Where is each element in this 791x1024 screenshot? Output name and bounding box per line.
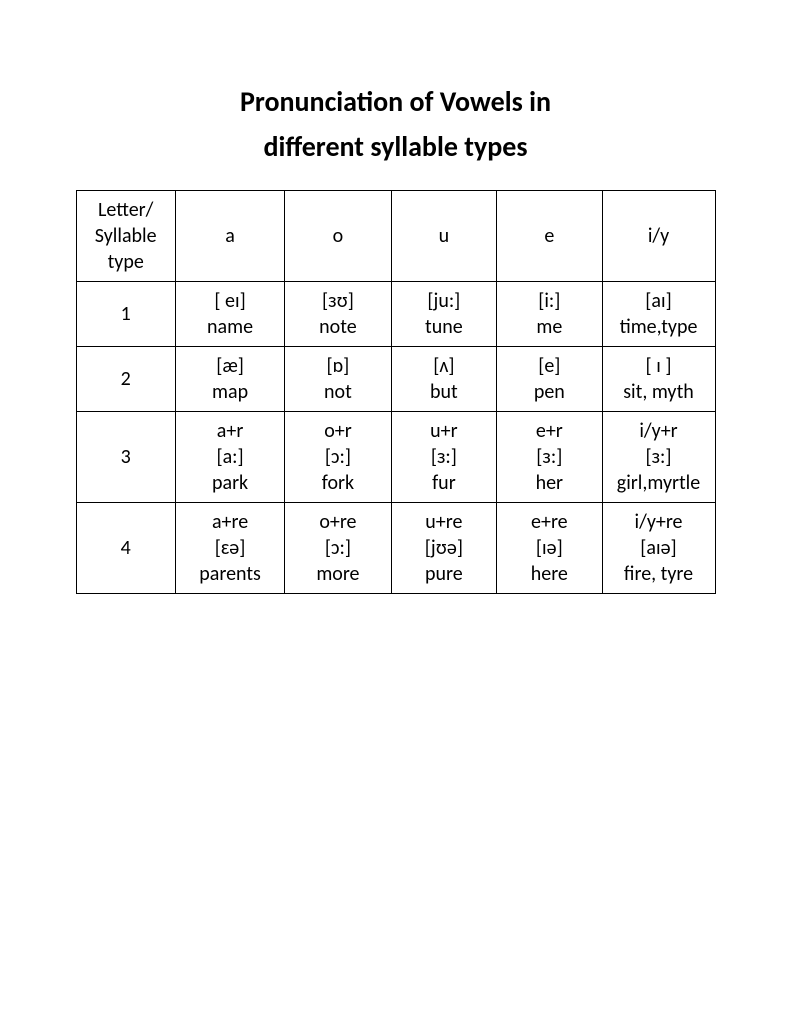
table-cell: o+re [ɔ:] more xyxy=(285,502,391,593)
table-cell: i/y+re [aɪə] fire, tyre xyxy=(602,502,715,593)
table-cell: o+r [ɔ:] fork xyxy=(285,411,391,502)
table-cell: a+r [a:] park xyxy=(175,411,284,502)
row-label: 4 xyxy=(76,502,175,593)
table-cell: u+re [jʊə] pure xyxy=(391,502,497,593)
table-cell: [ʌ] but xyxy=(391,346,497,411)
header-cell: a xyxy=(175,190,284,281)
header-cell: Letter/ Syllable type xyxy=(76,190,175,281)
row-label: 1 xyxy=(76,281,175,346)
table-cell: [ eɪ] name xyxy=(175,281,284,346)
vowel-table: Letter/ Syllable type a o u e i/y 1 [ eɪ… xyxy=(76,190,716,594)
table-cell: e+r [ɜ:] her xyxy=(497,411,602,502)
title-line-2: different syllable types xyxy=(263,129,527,164)
table-cell: [ɒ] not xyxy=(285,346,391,411)
table-cell: [ ɪ ] sit, myth xyxy=(602,346,715,411)
table-cell: i/y+r [ɜ:] girl,myrtle xyxy=(602,411,715,502)
table-cell: [aɪ] time,type xyxy=(602,281,715,346)
row-label: 3 xyxy=(76,411,175,502)
table-cell: e+re [ɪə] here xyxy=(497,502,602,593)
table-cell: [e] pen xyxy=(497,346,602,411)
table-row: 2 [æ] map [ɒ] not [ʌ] but [e] pen [ ɪ ] … xyxy=(76,346,715,411)
header-cell: i/y xyxy=(602,190,715,281)
row-label: 2 xyxy=(76,346,175,411)
table-header-row: Letter/ Syllable type a o u e i/y xyxy=(76,190,715,281)
header-cell: u xyxy=(391,190,497,281)
table-cell: u+r [ɜ:] fur xyxy=(391,411,497,502)
title-line-1: Pronunciation of Vowels in xyxy=(240,84,551,119)
table-row: 1 [ eɪ] name [ɜʊ] note [ju:] tune [i:] m… xyxy=(76,281,715,346)
table-row: 4 a+re [ɛə] parents o+re [ɔ:] more u+re … xyxy=(76,502,715,593)
table-cell: [æ] map xyxy=(175,346,284,411)
table-row: 3 a+r [a:] park o+r [ɔ:] fork u+r [ɜ:] f… xyxy=(76,411,715,502)
table-cell: [ju:] tune xyxy=(391,281,497,346)
header-cell: e xyxy=(497,190,602,281)
table-cell: a+re [ɛə] parents xyxy=(175,502,284,593)
page-title: Pronunciation of Vowels in different syl… xyxy=(70,80,721,170)
table-cell: [ɜʊ] note xyxy=(285,281,391,346)
table-cell: [i:] me xyxy=(497,281,602,346)
header-cell: o xyxy=(285,190,391,281)
